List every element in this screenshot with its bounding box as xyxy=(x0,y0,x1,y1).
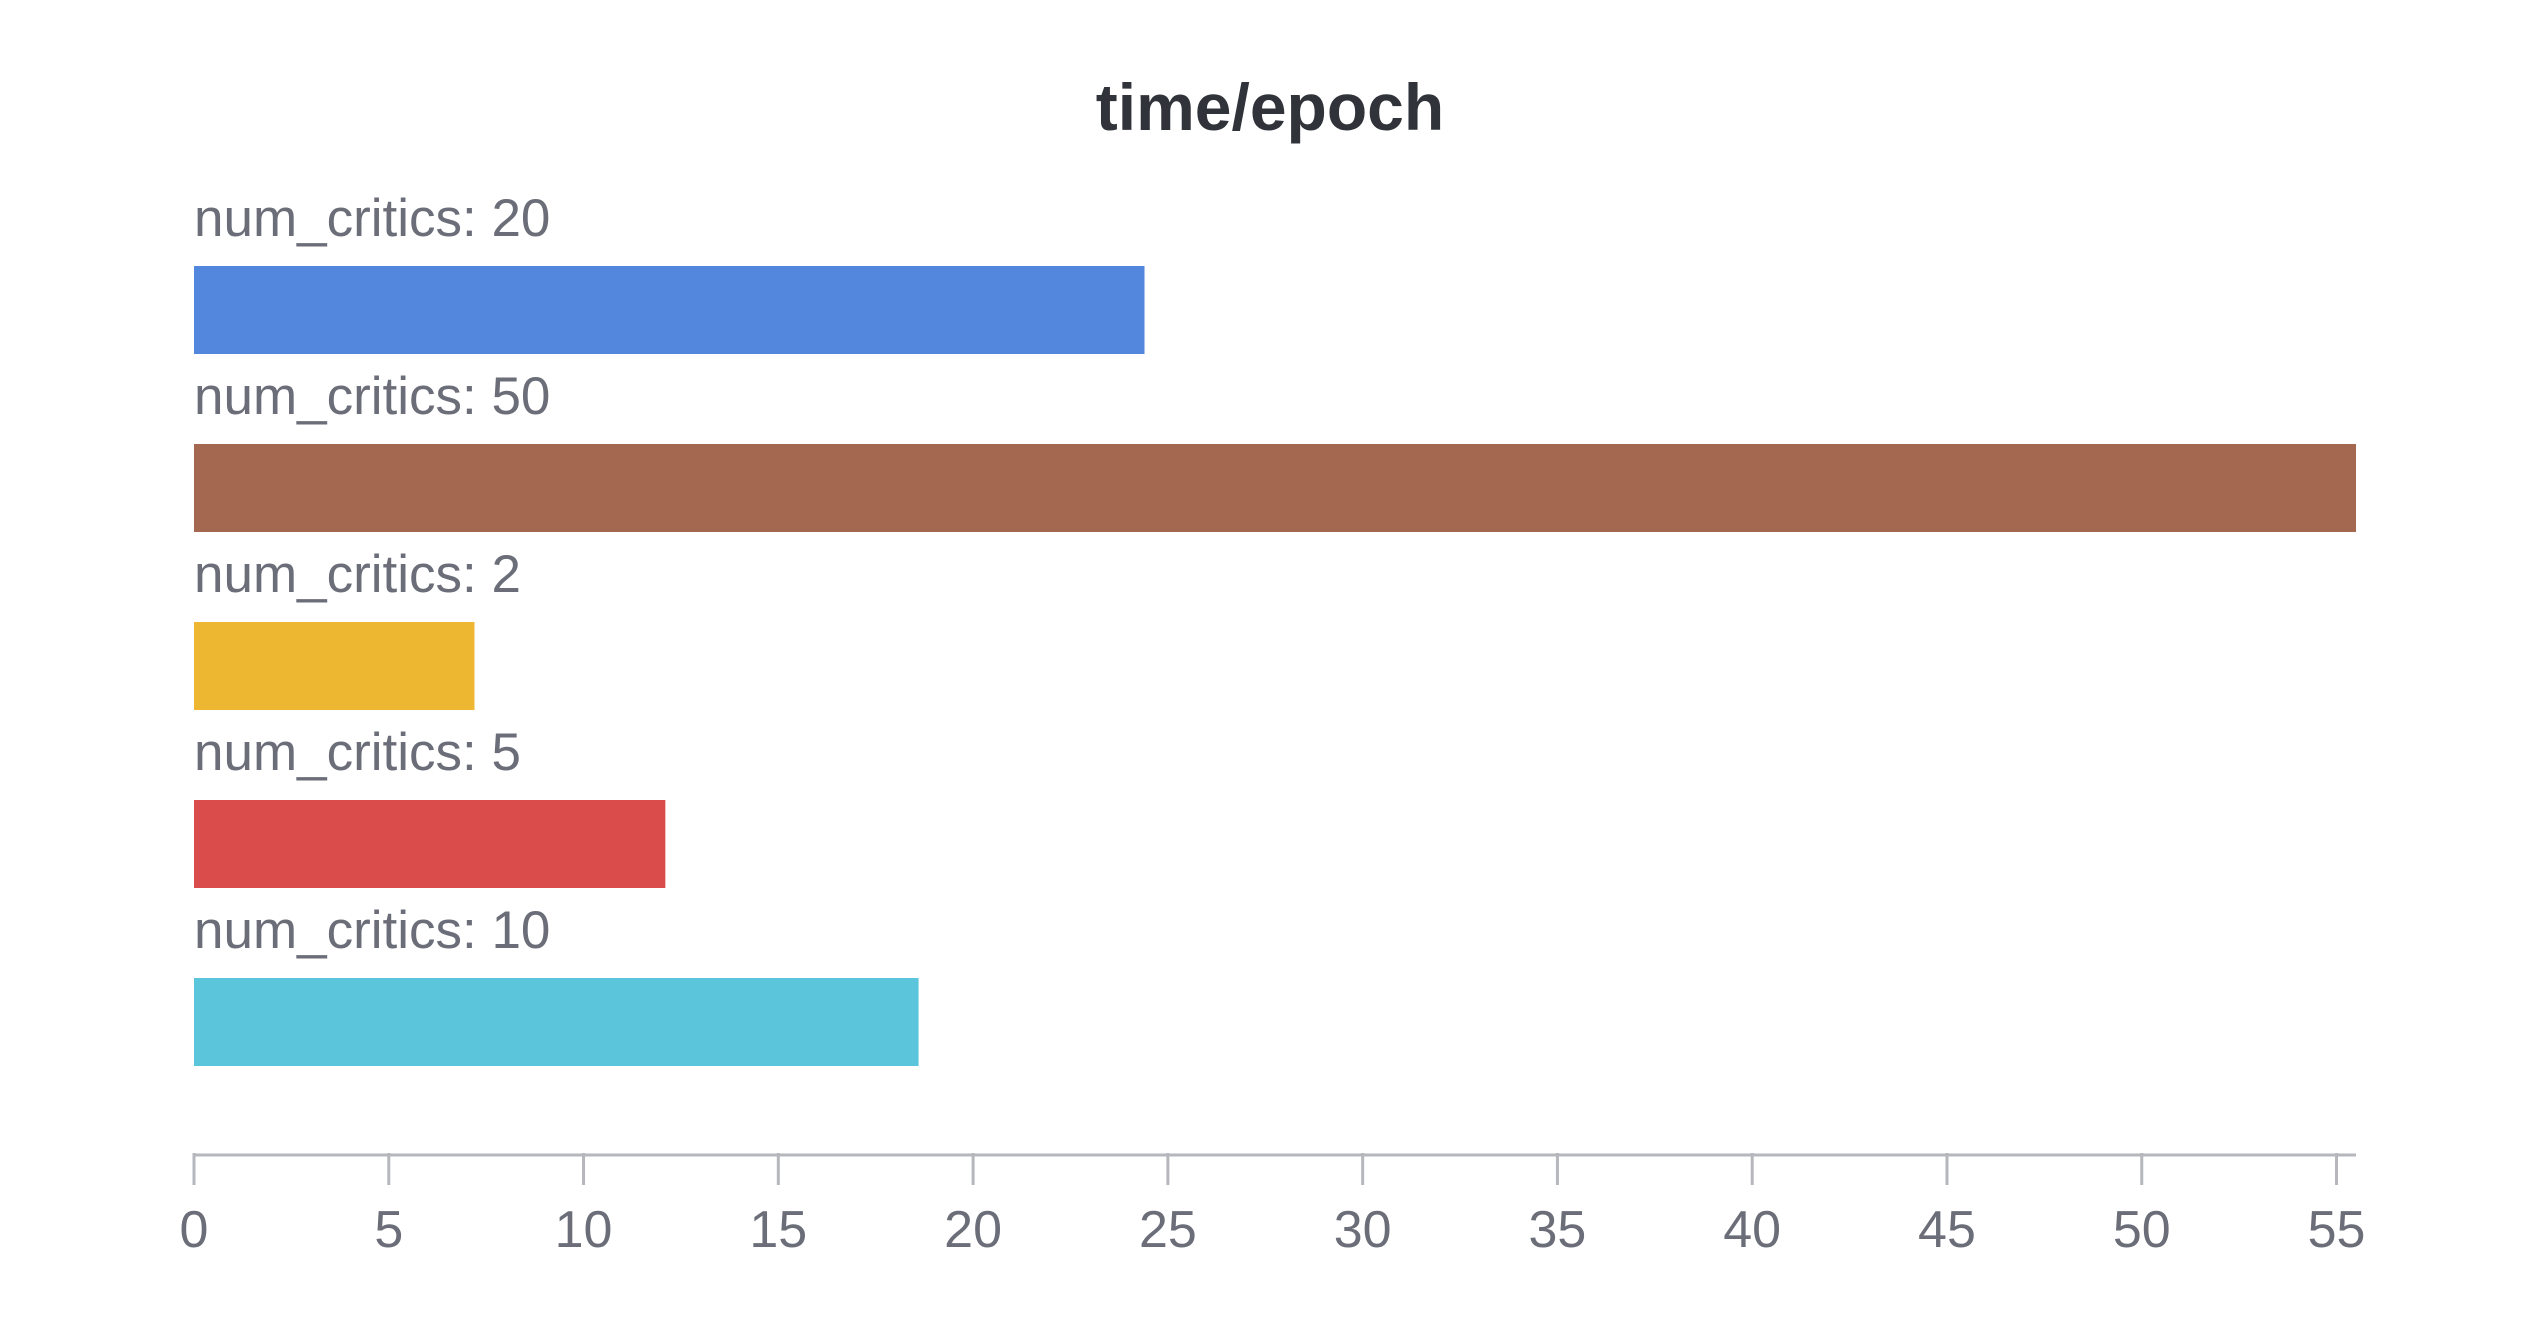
x-tick-label: 0 xyxy=(180,1201,209,1259)
x-tick-label: 15 xyxy=(749,1201,807,1259)
bar-label: num_critics: 10 xyxy=(194,901,550,960)
x-tick-label: 45 xyxy=(1918,1201,1976,1259)
bar-label: num_critics: 20 xyxy=(194,189,550,248)
x-tick-label: 30 xyxy=(1334,1201,1392,1259)
bar xyxy=(194,978,919,1066)
bar xyxy=(194,266,1145,354)
chart-title: time/epoch xyxy=(1096,70,1444,144)
x-tick-label: 50 xyxy=(2113,1201,2171,1259)
x-tick-label: 40 xyxy=(1723,1201,1781,1259)
bar-label: num_critics: 5 xyxy=(194,723,521,782)
bar-label: num_critics: 50 xyxy=(194,367,550,426)
bar xyxy=(194,800,666,888)
x-tick-label: 20 xyxy=(944,1201,1002,1259)
x-tick-label: 10 xyxy=(555,1201,613,1259)
bar xyxy=(194,622,475,710)
bars-layer: num_critics: 20 num_critics: 50 num_critic… xyxy=(194,189,2356,1066)
x-axis: 0 5 10 15 20 25 30 35 40 45 50 55 xyxy=(180,1153,2366,1259)
x-tick-label: 5 xyxy=(374,1201,403,1259)
bar xyxy=(194,444,2356,532)
x-tick-label: 25 xyxy=(1139,1201,1197,1259)
x-tick-label: 55 xyxy=(2308,1201,2366,1259)
bar-label: num_critics: 2 xyxy=(194,545,521,604)
x-tick-label: 35 xyxy=(1529,1201,1587,1259)
